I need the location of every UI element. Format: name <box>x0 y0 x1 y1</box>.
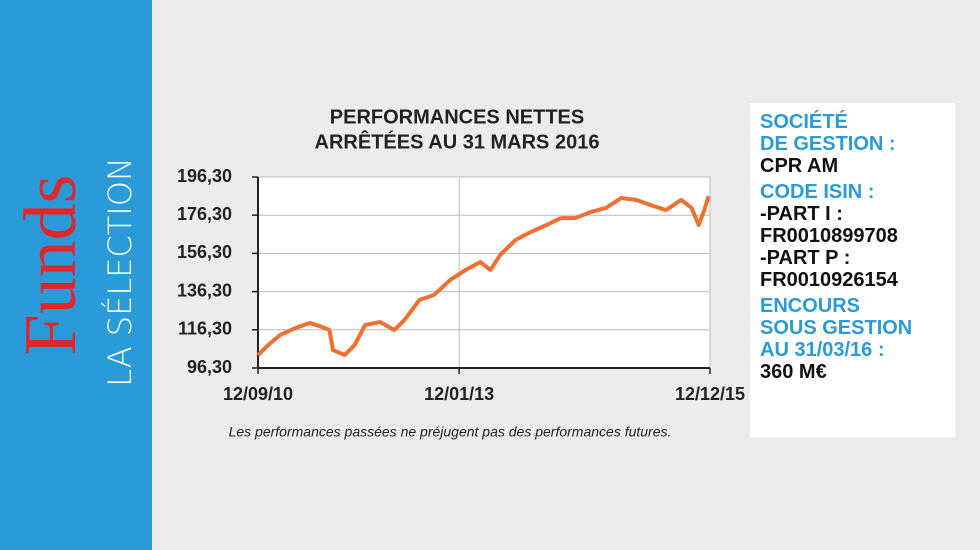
y-tick-label: 156,30 <box>177 242 232 262</box>
info-line: FR0010899708 <box>760 225 898 247</box>
sidebar <box>0 0 152 550</box>
y-tick-label: 176,30 <box>177 204 232 224</box>
info-line: FR0010926154 <box>760 269 898 291</box>
info-line: -PART P : <box>760 247 851 269</box>
info-heading: CODE ISIN : <box>760 181 875 203</box>
y-tick-label: 196,30 <box>177 166 232 186</box>
y-tick-label: 136,30 <box>177 280 232 300</box>
x-tick-label: 12/12/15 <box>675 384 745 404</box>
info-block: ENCOURS SOUS GESTION AU 31/03/16 :360 M€ <box>760 295 945 383</box>
info-heading: ENCOURS <box>760 295 861 317</box>
plot-area <box>258 177 710 368</box>
y-tick-label: 116,30 <box>178 319 232 339</box>
info-heading: AU 31/03/16 : <box>760 339 885 361</box>
data-line <box>256 195 711 358</box>
footnote: Les performances passées ne préjugent pa… <box>229 424 672 440</box>
x-tick-label: 12/09/10 <box>223 384 293 404</box>
info-heading: SOCIÉTÉ <box>760 111 848 133</box>
info-line: CPR AM <box>760 155 839 177</box>
info-box: SOCIÉTÉ DE GESTION : CPR AM CODE ISIN : -PAR… <box>750 103 955 437</box>
brand: Funds <box>10 175 92 356</box>
info-line: 360 M€ <box>760 361 827 383</box>
info-heading: DE GESTION : <box>760 133 896 155</box>
chart-title: PERFORMANCES NETTES <box>330 106 584 128</box>
chart-title: ARRÊTÉES AU 31 MARS 2016 <box>315 129 600 153</box>
info-block: CODE ISIN : -PART I : FR0010899708 -PART P … <box>760 181 945 291</box>
x-tick-label: 12/01/13 <box>424 384 494 404</box>
info-line: -PART I : <box>760 203 843 225</box>
info-block: SOCIÉTÉ DE GESTION : CPR AM <box>760 111 945 177</box>
y-tick-label: 96,30 <box>187 357 232 377</box>
tagline: LA SÉLECTION <box>101 157 139 387</box>
info-heading: SOUS GESTION <box>760 317 913 339</box>
